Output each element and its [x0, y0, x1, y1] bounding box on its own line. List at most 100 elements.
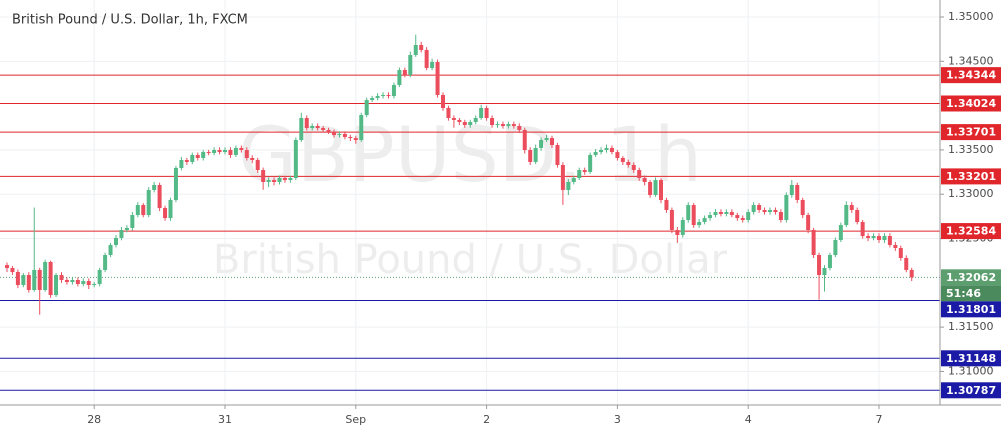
candle-body	[408, 55, 413, 75]
candle-body	[484, 108, 489, 119]
candle-body	[479, 108, 484, 119]
candle-body	[391, 84, 396, 97]
candle-body	[157, 185, 162, 209]
candle-body	[364, 100, 369, 116]
x-tick-label: 2	[483, 413, 490, 426]
candle-body	[577, 170, 582, 179]
level-label: 1.33701	[946, 126, 996, 139]
candle-body	[664, 199, 669, 210]
level-label-box	[941, 95, 1001, 112]
candle-body	[141, 205, 146, 216]
candle-body	[43, 261, 48, 290]
watermark-subtitle: British Pound / U.S. Dollar	[213, 237, 728, 283]
candle-body	[871, 236, 876, 238]
y-tick-label: 1.35000	[948, 10, 994, 23]
candle-body	[173, 167, 178, 200]
candle-body	[119, 230, 124, 238]
candle-body	[675, 230, 680, 235]
candle-body	[451, 118, 456, 120]
candle-body	[648, 181, 653, 196]
candle-body	[882, 236, 887, 241]
x-tick-label: 28	[87, 413, 101, 426]
x-tick-label: Sep	[345, 413, 366, 426]
x-tick-label: 7	[876, 413, 883, 426]
candle-body	[827, 254, 832, 269]
level-label-box	[941, 124, 1001, 141]
candle-body	[430, 62, 435, 68]
candle-body	[528, 150, 533, 162]
candle-body	[15, 272, 20, 286]
candle-body	[566, 181, 571, 190]
candle-body	[778, 212, 783, 220]
candle-body	[757, 205, 762, 210]
candle-body	[206, 152, 211, 154]
level-label: 1.30787	[946, 384, 996, 397]
candle-body	[490, 118, 495, 126]
candle-body	[92, 283, 97, 286]
candle-body	[266, 180, 271, 182]
countdown-label-box	[941, 285, 1001, 302]
candle-body	[124, 227, 129, 231]
candle-body	[190, 154, 195, 162]
candle-body	[784, 195, 789, 220]
x-tick-label: 3	[614, 413, 621, 426]
candle-body	[506, 124, 511, 126]
candle-body	[375, 96, 380, 98]
candle-body	[277, 178, 282, 182]
candle-body	[108, 244, 113, 255]
candle-body	[686, 205, 691, 220]
candle-body	[413, 45, 418, 56]
candle-body	[37, 269, 42, 290]
candle-body	[397, 69, 402, 85]
candle-body	[86, 281, 91, 286]
candle-body	[462, 122, 467, 126]
candle-body	[272, 180, 277, 182]
level-label: 1.31148	[946, 352, 996, 365]
candle-body	[32, 269, 37, 290]
candle-body	[620, 157, 625, 162]
candle-body	[195, 154, 200, 158]
candle-body	[184, 160, 189, 162]
candle-body	[751, 205, 756, 213]
candle-body	[179, 160, 184, 168]
last-price-label-box	[941, 269, 1001, 286]
candle-body	[855, 209, 860, 223]
candle-body	[359, 115, 364, 140]
candle-body	[860, 222, 865, 237]
level-label: 1.34024	[946, 97, 996, 110]
candle-body	[517, 125, 522, 130]
candle-body	[637, 170, 642, 179]
candle-body	[212, 150, 217, 154]
candle-body	[550, 138, 554, 146]
candle-body	[250, 157, 255, 161]
candle-body	[740, 218, 745, 220]
candle-body	[315, 125, 320, 129]
candle-body	[402, 69, 407, 75]
candle-body	[419, 45, 424, 50]
level-label-box	[941, 67, 1001, 84]
candle-body	[768, 209, 772, 213]
candle-body	[833, 240, 838, 255]
candle-body	[708, 215, 713, 219]
candle-body	[909, 269, 914, 278]
candle-body	[255, 160, 260, 171]
candle-body	[609, 147, 614, 153]
candle-body	[669, 209, 674, 231]
candle-body	[642, 178, 647, 182]
level-label: 1.34344	[946, 69, 996, 82]
candle-body	[75, 279, 80, 284]
candle-body	[217, 150, 222, 153]
candle-body	[381, 94, 386, 97]
candle-body	[588, 154, 593, 172]
candle-body	[321, 128, 326, 130]
candle-body	[135, 205, 140, 216]
candle-body	[495, 124, 500, 126]
candle-body	[5, 265, 9, 269]
candle-body	[163, 208, 168, 219]
levels	[0, 74, 940, 391]
candle-body	[348, 136, 353, 139]
candle-body	[811, 230, 816, 255]
candle-body	[718, 212, 723, 214]
candle-body	[762, 209, 767, 213]
